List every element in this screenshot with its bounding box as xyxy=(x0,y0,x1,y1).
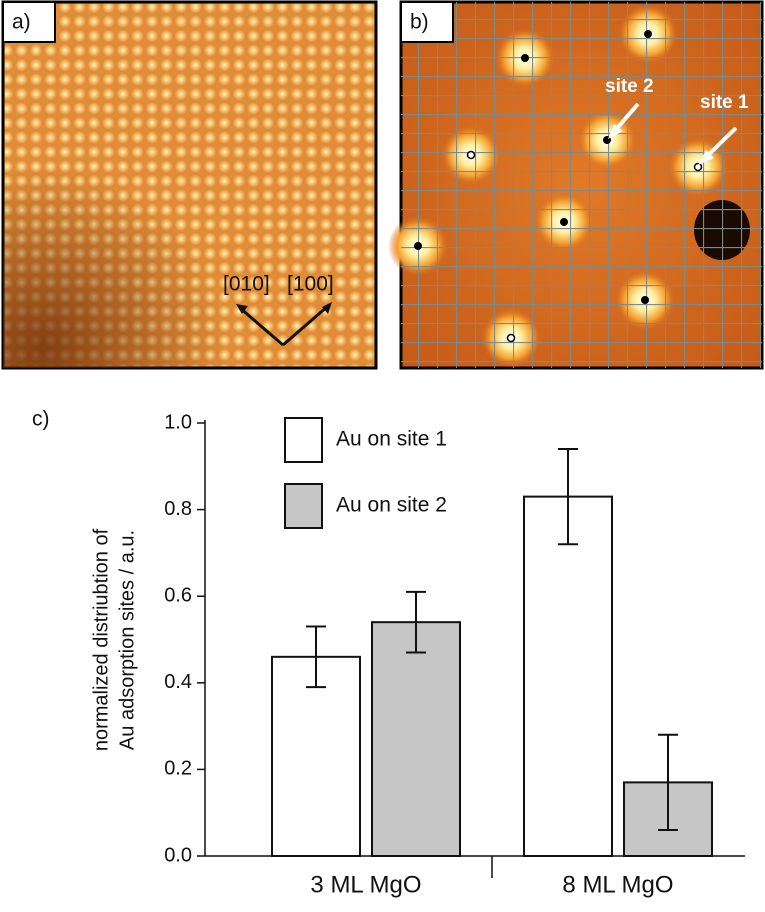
site-annotation: site 2 xyxy=(605,76,654,97)
error-bar xyxy=(558,447,578,546)
error-bar xyxy=(658,733,678,832)
error-bar xyxy=(306,625,326,689)
legend-label: Au on site 1 xyxy=(336,428,447,451)
bar xyxy=(523,495,613,857)
legend-swatch xyxy=(284,417,323,463)
panel-a: a) [010] [100] xyxy=(1,0,378,370)
legend-swatch xyxy=(284,483,323,529)
panel-label: c) xyxy=(32,408,50,431)
y-tick-label: 0.2 xyxy=(164,758,192,780)
error-bar xyxy=(406,590,426,654)
bar-chart: 0.0 0.2 0.4 0.6 0.8 1.0 normalized distriubtio… xyxy=(90,411,745,898)
bar xyxy=(371,621,461,857)
bar xyxy=(271,655,361,857)
direction-label: [010] xyxy=(223,273,270,296)
y-axis-label: Au adsorption sites / a.u. xyxy=(116,530,138,750)
panel-b: b) site 2 site 1 xyxy=(388,0,764,370)
x-tick-label: 8 ML MgO xyxy=(562,871,673,898)
x-tick-label: 3 ML MgO xyxy=(310,871,421,898)
panel-label: a) xyxy=(12,11,31,34)
y-axis-label: normalized distriubtion of xyxy=(90,528,112,751)
panel-label: b) xyxy=(410,11,429,34)
direction-label: [100] xyxy=(287,273,334,296)
y-tick-label: 0.0 xyxy=(164,844,192,866)
site-annotation: site 1 xyxy=(700,92,749,113)
y-tick-label: 1.0 xyxy=(164,411,192,433)
y-tick-label: 0.8 xyxy=(164,498,192,520)
legend-label: Au on site 2 xyxy=(336,494,447,517)
y-tick-label: 0.6 xyxy=(164,584,192,606)
y-tick-label: 0.4 xyxy=(164,671,192,693)
